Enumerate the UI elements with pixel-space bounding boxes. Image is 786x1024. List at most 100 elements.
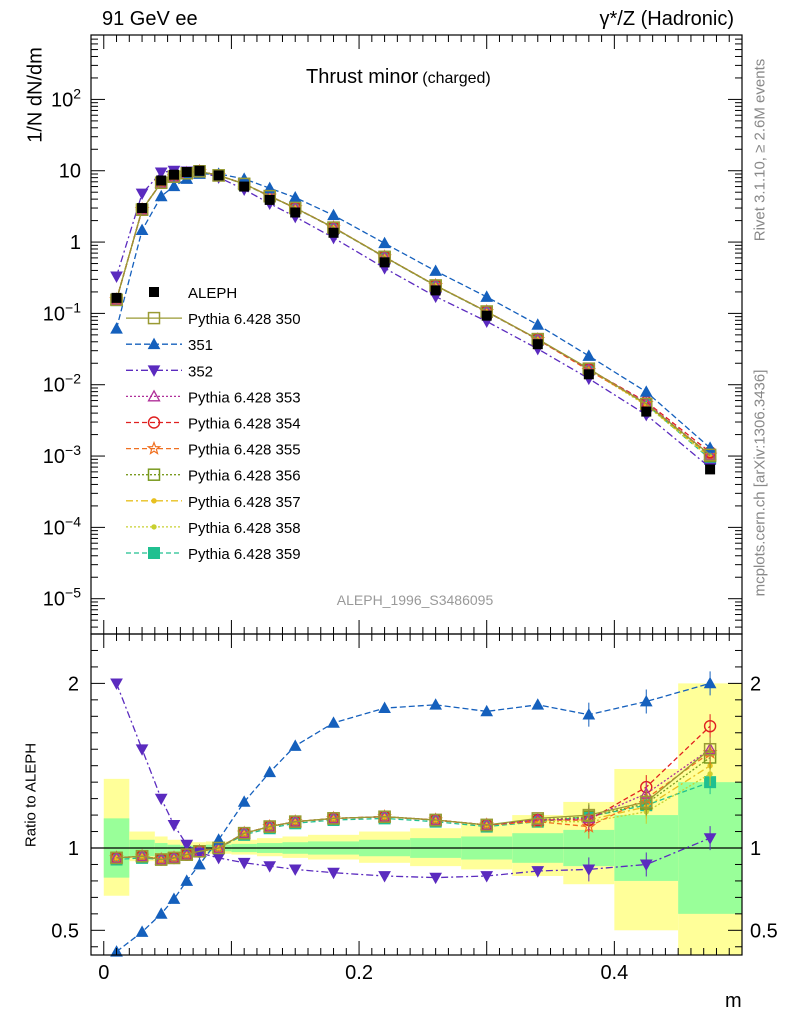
ratio-series-point <box>582 708 596 720</box>
ratio-series-point <box>378 810 391 823</box>
legend-item: ALEPH <box>149 285 237 302</box>
ratio-series-point <box>167 851 181 865</box>
data-point <box>430 285 441 296</box>
legend-item: Pythia 6.428 355 <box>126 440 301 459</box>
legend-label: Pythia 6.428 359 <box>188 546 301 563</box>
ratio-series-0 <box>110 737 717 866</box>
ratio-y-tick-label-right: 1 <box>750 838 761 860</box>
main-y-tick-label: 10−3 <box>43 442 81 468</box>
ratio-series-point <box>153 851 169 866</box>
legend-label: Pythia 6.428 350 <box>188 311 301 328</box>
ratio-series-point <box>639 694 653 707</box>
legend-label: Pythia 6.428 354 <box>188 416 301 433</box>
ratio-series-point <box>237 795 251 807</box>
main-y-tick-label: 10−2 <box>43 371 81 397</box>
ratio-series-point <box>429 872 442 885</box>
ratio-series-point <box>582 808 596 822</box>
legend-label: Pythia 6.428 355 <box>188 442 301 459</box>
ratio-series-point <box>378 701 391 713</box>
data-point <box>532 339 543 350</box>
data-point <box>583 369 594 380</box>
data-point <box>328 227 339 238</box>
ratio-series-point <box>135 925 149 937</box>
ratio-series-point <box>212 841 226 854</box>
legend-marker <box>147 311 161 325</box>
ratio-series-point <box>180 848 193 861</box>
main-y-tick-label: 10−4 <box>43 513 81 539</box>
data-point <box>264 194 275 205</box>
legend-label: Pythia 6.428 358 <box>188 520 301 537</box>
legend-marker <box>151 498 157 504</box>
legend-marker <box>147 416 161 429</box>
ratio-y-tick-label: 1 <box>68 838 79 860</box>
analysis-id: ALEPH_1996_S3486095 <box>336 592 494 608</box>
data-point <box>156 175 167 186</box>
legend-item: Pythia 6.428 350 <box>126 311 301 328</box>
ratio-series-point <box>193 845 206 858</box>
data-point <box>290 207 301 218</box>
ratio-series-point <box>288 864 302 876</box>
ratio-series-point <box>110 851 123 865</box>
ratio-y-ticks: 0.5 0.5 1 1 2 2 <box>51 649 778 948</box>
ratio-series-2 <box>110 678 717 885</box>
main-data <box>111 165 716 475</box>
main-series-point <box>110 322 123 334</box>
legend-label: 352 <box>188 363 213 380</box>
main-y-ticks: 10−5 10−4 10−3 10−2 10−1 1 10 102 <box>43 34 742 628</box>
ratio-series-point <box>287 813 303 828</box>
legend-item: Pythia 6.428 356 <box>126 468 301 485</box>
ratio-series-point <box>109 850 124 865</box>
plot-title-sub: (charged) <box>422 70 491 87</box>
ratio-series <box>109 671 718 957</box>
x-tick-label: 0 <box>98 962 109 984</box>
data-point <box>194 165 205 176</box>
data-point <box>137 203 148 214</box>
main-y-tick-label: 102 <box>51 85 81 111</box>
legend-marker <box>148 547 160 559</box>
ratio-series-point <box>531 812 545 825</box>
legend-marker <box>147 337 161 350</box>
ratio-series-point <box>237 826 251 840</box>
ratio-series-point <box>167 820 181 832</box>
ratio-series-point <box>640 795 653 809</box>
legend-label: 351 <box>188 337 213 354</box>
ratio-series-point <box>237 857 251 870</box>
data-point <box>641 406 652 417</box>
process-label: γ*/Z (Hadronic) <box>599 8 734 30</box>
ratio-series-point <box>154 853 168 866</box>
ratio-series-point <box>703 742 717 756</box>
legend-item: Pythia 6.428 354 <box>126 416 301 433</box>
ratio-series-point <box>480 818 493 832</box>
ratio-series-point <box>480 704 494 717</box>
ratio-series-point <box>135 849 149 862</box>
ratio-series-point <box>179 846 195 861</box>
legend-item: Pythia 6.428 357 <box>126 494 301 511</box>
legend-label: Pythia 6.428 356 <box>188 468 301 485</box>
ratio-series-point <box>531 698 545 710</box>
ratio-series-point <box>263 820 276 833</box>
main-y-tick-label: 10−1 <box>43 299 81 325</box>
x-ticks: 0 0.2 0.4 <box>98 35 743 984</box>
main-series-point <box>531 318 545 330</box>
main-series-point <box>703 447 717 460</box>
legend-marker <box>147 365 161 377</box>
ratio-series-point <box>480 871 494 883</box>
ratio-series-point <box>212 833 225 845</box>
legend-item: 351 <box>126 337 213 354</box>
ratio-series-point <box>327 867 340 880</box>
ratio-y-tick-label: 2 <box>68 673 79 695</box>
legend-item: Pythia 6.428 353 <box>126 389 301 406</box>
ratio-series-point <box>263 765 277 778</box>
data-point <box>168 169 179 180</box>
main-series-point <box>582 349 596 361</box>
ratio-series-point <box>166 850 182 865</box>
ratio-series-point <box>703 833 717 845</box>
legend-item: Pythia 6.428 359 <box>126 546 301 563</box>
ratio-series-point <box>288 739 302 751</box>
legend-marker <box>151 524 157 530</box>
ratio-series-point <box>428 812 444 827</box>
main-series-point <box>429 264 442 276</box>
ratio-series-point <box>134 848 150 863</box>
ratio-series-point <box>703 719 717 733</box>
legend-item: 352 <box>126 363 213 380</box>
